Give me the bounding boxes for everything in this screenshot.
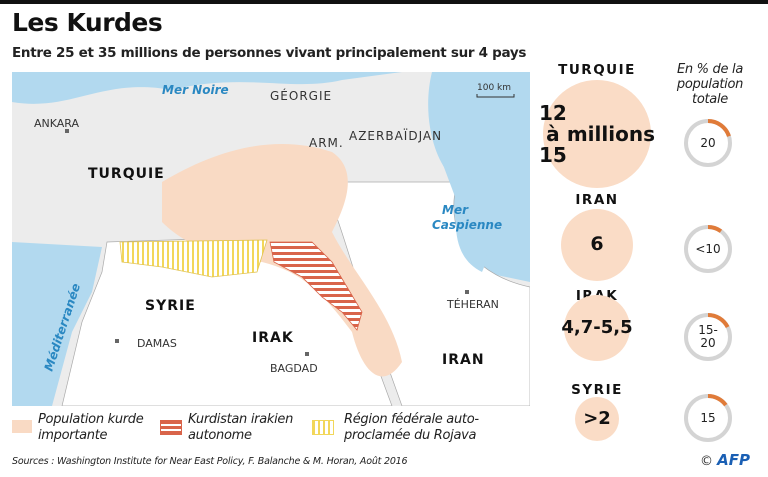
copyright-symbol: ©: [700, 454, 713, 469]
population-bubble: 12 à 15 millions: [539, 80, 655, 188]
ring-fill: [684, 119, 732, 167]
label-georgia: GÉORGIE: [270, 88, 332, 103]
legend-kurdistan: Kurdistan irakien autonome: [188, 412, 293, 444]
population-value: 6: [590, 233, 604, 256]
afp-logo: AFP: [717, 451, 750, 469]
percentage-text: <10: [695, 241, 721, 256]
population-bubble: 4,7- 5,5: [561, 295, 633, 361]
percentage-text: 20: [700, 336, 716, 350]
percentage-value: 20: [682, 135, 734, 150]
country-name: TURQUIE: [558, 62, 636, 78]
label-syria: SYRIE: [145, 298, 196, 314]
population-value: millions: [566, 121, 655, 146]
percentage-value: 15- 20: [682, 324, 734, 350]
label-caspian-1: Mer: [442, 203, 469, 217]
scale-bar: [476, 94, 515, 98]
legend-line: Kurdistan irakien: [188, 412, 294, 427]
source-note: Sources : Washington Institute for Near …: [12, 456, 408, 467]
label-baghdad: BAGDAD: [270, 362, 318, 375]
percentage-ring: [684, 394, 732, 442]
percentage-ring: [684, 313, 732, 361]
afp-credit: © AFP: [700, 451, 750, 469]
subtitle: Entre 25 et 35 millions de personnes viv…: [12, 45, 527, 61]
top-rule: [0, 0, 768, 4]
legend-swatch-kurd-population: [12, 420, 32, 433]
country-name: IRAN: [575, 192, 619, 208]
label-armenia: ARM.: [309, 136, 344, 150]
population-value: 12 à 15: [539, 100, 567, 167]
country-name: SYRIE: [571, 382, 623, 398]
label-azerbaijan: AZERBAÏDJAN: [349, 128, 442, 143]
percentage-value: 15: [682, 410, 734, 425]
ring-fill: [684, 313, 732, 361]
map: Mer Noire Mer Caspienne Méditerranée GÉO…: [12, 72, 530, 406]
label-black-sea: Mer Noire: [162, 83, 229, 97]
population-value: 4,7-: [561, 316, 601, 338]
legend-kurd-population: Population kurde importante: [38, 412, 144, 444]
pct-header-line: population: [676, 77, 744, 92]
population-value: 5,5: [600, 316, 633, 338]
population-bubble: >2: [575, 397, 619, 441]
percentage-text: 15: [700, 410, 716, 425]
label-turkey: TURQUIE: [88, 166, 165, 182]
percentage-text: 15-: [698, 323, 718, 337]
label-caspian-2: Caspienne: [432, 218, 502, 232]
population-bubble: 6: [561, 209, 633, 281]
label-iran: IRAN: [442, 352, 485, 368]
mediterranean: [12, 242, 102, 406]
pct-header-line: totale: [692, 92, 728, 107]
legend-line: Région fédérale auto-: [344, 412, 479, 427]
percentage-text: 20: [700, 135, 716, 150]
label-iraq: IRAK: [252, 330, 294, 346]
legend-rojava: Région fédérale auto-proclamée du Rojava: [344, 412, 479, 444]
scale-label: 100 km: [477, 83, 511, 93]
caspian: [442, 160, 487, 272]
label-ankara: ANKARA: [34, 117, 79, 130]
percentage-ring: [684, 119, 732, 167]
city-marker: [115, 339, 119, 343]
pct-header: En % de la population totale: [668, 62, 752, 107]
legend-swatch-rojava: [312, 420, 334, 435]
label-tehran: TÉHERAN: [446, 298, 499, 311]
label-damascus: DAMAS: [137, 337, 177, 350]
legend-line: proclamée du Rojava: [344, 428, 477, 443]
ring-fill: [684, 394, 732, 442]
percentage-ring: [684, 225, 732, 273]
city-marker: [65, 129, 69, 133]
page-title: Les Kurdes: [12, 8, 163, 37]
legend-line: autonome: [188, 428, 252, 443]
percentage-value: <10: [682, 241, 734, 256]
population-value: >2: [583, 407, 611, 429]
city-marker: [465, 290, 469, 294]
kurdistan-irakien-area: [269, 241, 363, 331]
legend-swatch-kurdistan: [160, 420, 182, 435]
pct-header-line: En % de la: [676, 62, 744, 77]
legend-line: Population kurde: [38, 412, 144, 427]
city-marker: [305, 352, 309, 356]
rojava-area: [119, 239, 268, 278]
ring-fill: [684, 225, 732, 273]
legend-line: importante: [38, 428, 108, 443]
